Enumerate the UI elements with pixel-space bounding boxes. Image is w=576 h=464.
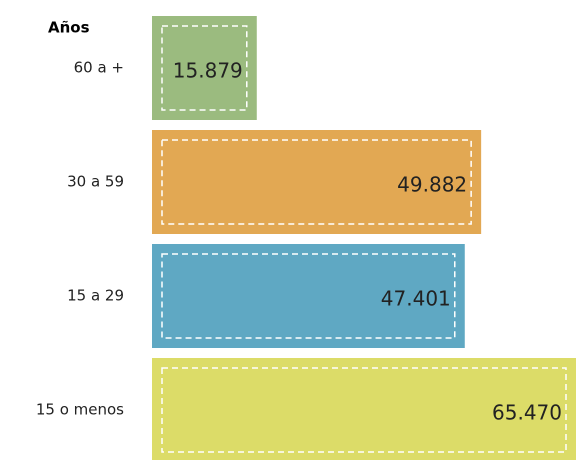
value-label: 65.470 bbox=[492, 401, 562, 425]
value-label: 49.882 bbox=[397, 173, 467, 197]
bar-inner-border bbox=[161, 253, 456, 339]
category-label: 30 a 59 bbox=[67, 173, 124, 191]
category-label: 60 a + bbox=[74, 59, 124, 77]
bar bbox=[152, 358, 576, 462]
category-label: 15 a 29 bbox=[67, 287, 124, 305]
bar-inner-border bbox=[161, 139, 472, 225]
bar bbox=[152, 130, 482, 234]
bar bbox=[152, 16, 257, 120]
bar-inner-border bbox=[161, 367, 567, 453]
category-label: 15 o menos bbox=[36, 401, 124, 419]
bar-inner-border bbox=[161, 25, 248, 111]
value-label: 47.401 bbox=[381, 287, 451, 311]
bar bbox=[152, 244, 465, 348]
axis-label: Años bbox=[48, 19, 90, 37]
value-label: 15.879 bbox=[173, 59, 243, 83]
